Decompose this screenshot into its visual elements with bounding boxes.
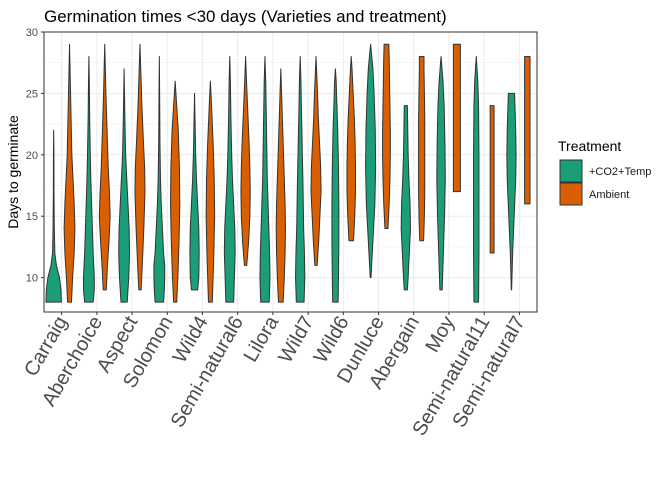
violin-abergain-ambient — [418, 56, 426, 242]
y-tick-label: 10 — [26, 273, 38, 285]
x-axis: CarraigAberchoiceAspectSolomonWild4Semi-… — [20, 312, 530, 440]
violin-wild6-co2-temp — [331, 68, 340, 303]
violin-wild4-co2-temp — [189, 92, 200, 291]
legend-label-ambient: Ambient — [589, 189, 629, 201]
violin-dunluce-co2-temp — [365, 43, 377, 279]
violin-layer — [45, 43, 531, 303]
x-tick-label-wild7: Wild7 — [274, 313, 318, 367]
violin-abergain-co2-temp — [400, 105, 411, 291]
legend-label-co2-temp: +CO2+Temp — [589, 166, 651, 178]
y-tick-label: 20 — [26, 150, 38, 162]
violin-carraig-ambient — [63, 43, 76, 303]
violin-solomon-ambient — [170, 80, 181, 303]
legend-title: Treatment — [558, 138, 621, 154]
violin-wild6-ambient — [346, 56, 357, 242]
violin-lilora-ambient — [275, 68, 286, 303]
violin-solomon-co2-temp — [153, 56, 166, 303]
grid-layer — [44, 31, 537, 312]
violin-semi-natural6-co2-temp — [223, 56, 236, 303]
violin-aspect-ambient — [134, 43, 146, 291]
violin-semi-natural7-ambient — [524, 56, 531, 205]
y-tick-label: 25 — [26, 88, 38, 100]
violin-semi-natural7-co2-temp — [506, 92, 517, 291]
violin-aberchoice-ambient — [98, 43, 111, 291]
legend: Treatment +CO2+Temp Ambient — [558, 138, 651, 206]
violin-wild7-co2-temp — [295, 56, 306, 303]
violin-moy-co2-temp — [436, 56, 446, 291]
chart-title: Germination times <30 days (Varieties an… — [44, 7, 447, 26]
plot-border — [43, 31, 538, 313]
legend-key-ambient — [559, 182, 583, 206]
violin-carraig-co2-temp — [45, 129, 62, 303]
plot-panel — [44, 32, 537, 312]
legend-key-co2-temp — [559, 159, 583, 183]
violin-dunluce-ambient — [382, 43, 391, 229]
violin-aberchoice-co2-temp — [82, 56, 95, 303]
y-tick-label: 30 — [26, 27, 38, 39]
y-axis-title: Days to germinate — [5, 115, 21, 229]
violin-semi-natural11-co2-temp — [473, 56, 480, 303]
violin-semi-natural6-ambient — [240, 56, 251, 266]
y-axis: 10 15 20 25 30 — [26, 27, 44, 285]
violin-moy-ambient — [452, 43, 461, 193]
violin-lilora-co2-temp — [259, 56, 271, 303]
violin-aspect-co2-temp — [118, 68, 131, 303]
violin-semi-natural11-ambient — [489, 105, 495, 254]
y-tick-label: 15 — [26, 211, 38, 223]
violin-wild4-ambient — [205, 80, 216, 303]
violin-wild7-ambient — [310, 56, 322, 266]
